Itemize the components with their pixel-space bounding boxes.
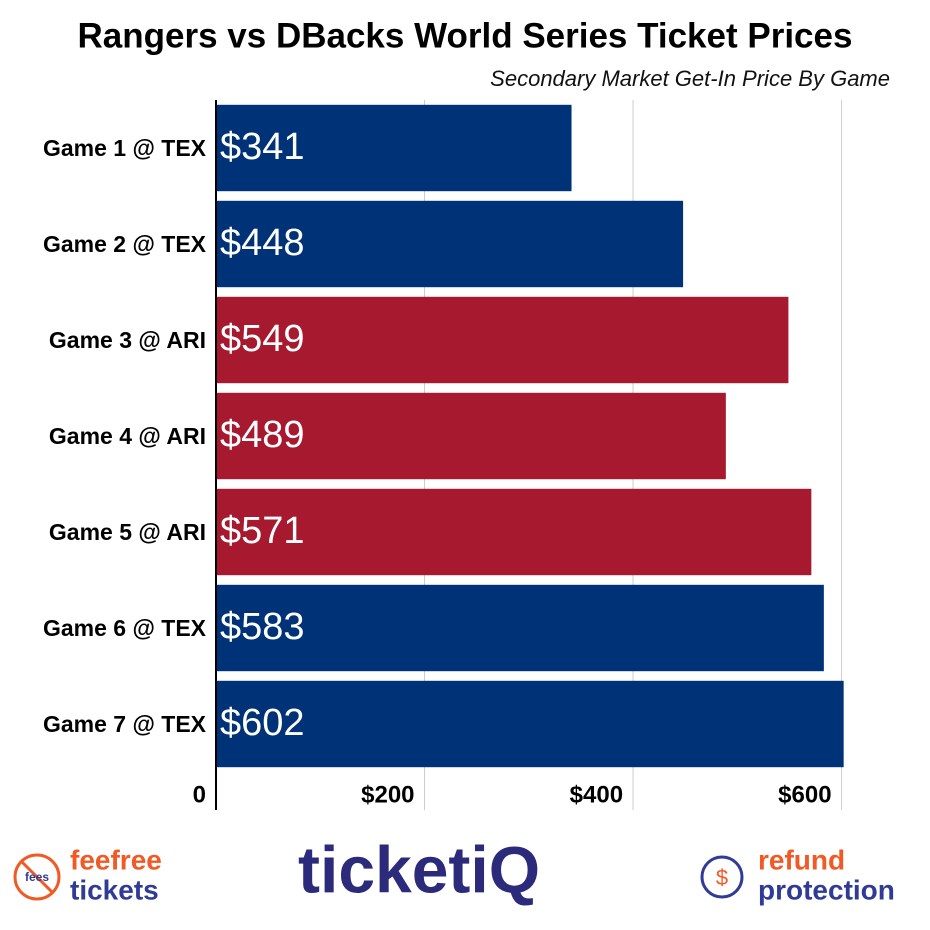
tickets-text: tickets: [70, 874, 159, 905]
feefree-text: feefree: [70, 844, 162, 875]
x-tick-label: $400: [570, 781, 623, 808]
refund-text: refund: [758, 844, 845, 875]
bar: [216, 296, 789, 384]
bar: [216, 584, 824, 672]
value-label: $571: [220, 510, 305, 552]
x-tick-label: 0: [193, 781, 206, 808]
fees-icon: [13, 853, 61, 901]
y-tick-label: Game 4 @ ARI: [49, 423, 206, 449]
bar: [216, 200, 684, 288]
chart-title: Rangers vs DBacks World Series Ticket Pr…: [78, 16, 853, 55]
y-tick-label: Game 6 @ TEX: [43, 615, 207, 641]
bar: [216, 392, 726, 480]
bar: [216, 104, 572, 192]
value-label: $549: [220, 318, 305, 360]
refund-icon: [700, 855, 744, 899]
value-label: $448: [220, 222, 305, 264]
x-tick-label: $600: [778, 781, 831, 808]
value-label: $489: [220, 414, 305, 456]
brand-logo: ticketiQ: [298, 832, 540, 906]
y-tick-label: Game 1 @ TEX: [43, 135, 207, 161]
value-label: $341: [220, 126, 305, 168]
chart-subtitle: Secondary Market Get-In Price By Game: [490, 66, 890, 91]
y-tick-label: Game 7 @ TEX: [43, 711, 207, 737]
y-tick-label: Game 3 @ ARI: [49, 327, 206, 353]
footer: fees feefree tickets ticketiQ $ refund p…: [13, 832, 895, 906]
y-tick-label: Game 5 @ ARI: [49, 519, 206, 545]
value-label: $602: [220, 702, 305, 744]
bar: [216, 488, 812, 576]
fees-text: fees: [25, 870, 49, 884]
x-tick-label: $200: [361, 781, 414, 808]
value-label: $583: [220, 606, 305, 648]
protection-text: protection: [758, 874, 895, 905]
refund-icon-dollar: $: [716, 865, 728, 890]
bar: [216, 680, 844, 768]
fees-icon-slash: [19, 859, 55, 895]
y-tick-label: Game 2 @ TEX: [43, 231, 207, 257]
